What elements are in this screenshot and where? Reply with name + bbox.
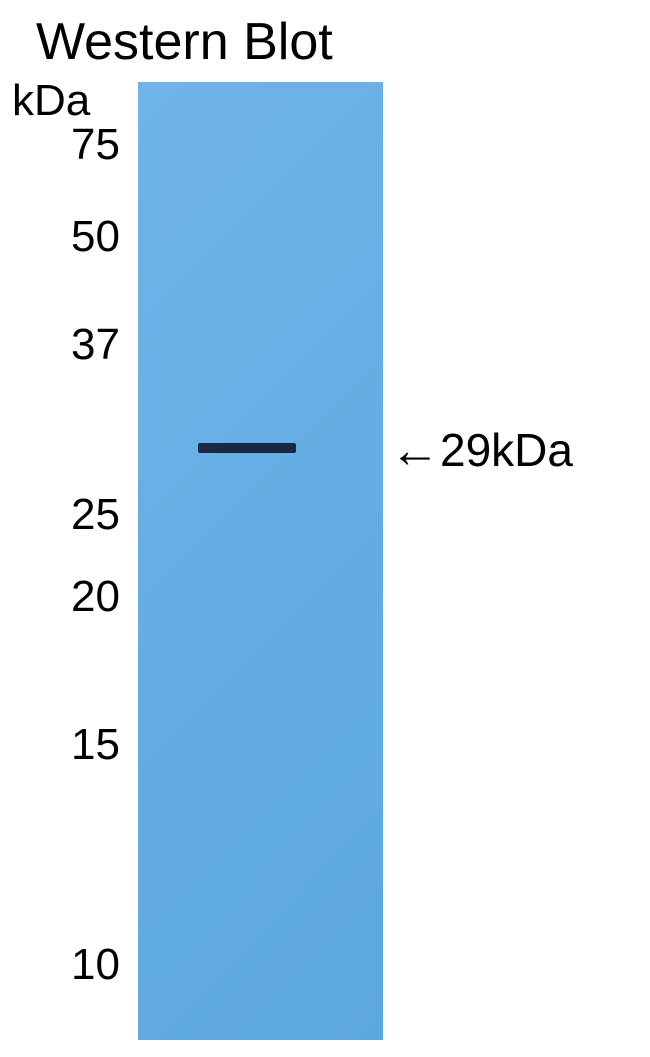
marker-20: 20 bbox=[71, 572, 120, 622]
chart-title: Western Blot bbox=[36, 12, 333, 72]
arrow-left-icon: ← bbox=[390, 425, 440, 475]
marker-15: 15 bbox=[71, 720, 120, 770]
western-blot-container: Western Blot kDa 75 50 37 25 20 15 10 ← … bbox=[0, 0, 650, 1057]
marker-75: 75 bbox=[71, 120, 120, 170]
unit-label: kDa bbox=[12, 76, 90, 126]
band-annotation-29kda: ← 29kDa bbox=[390, 423, 573, 477]
marker-50: 50 bbox=[71, 212, 120, 262]
annotation-label: 29kDa bbox=[440, 423, 573, 477]
blot-strip bbox=[138, 82, 383, 1040]
marker-25: 25 bbox=[71, 490, 120, 540]
protein-band-29kda bbox=[198, 443, 296, 453]
marker-10: 10 bbox=[71, 940, 120, 990]
marker-37: 37 bbox=[71, 320, 120, 370]
